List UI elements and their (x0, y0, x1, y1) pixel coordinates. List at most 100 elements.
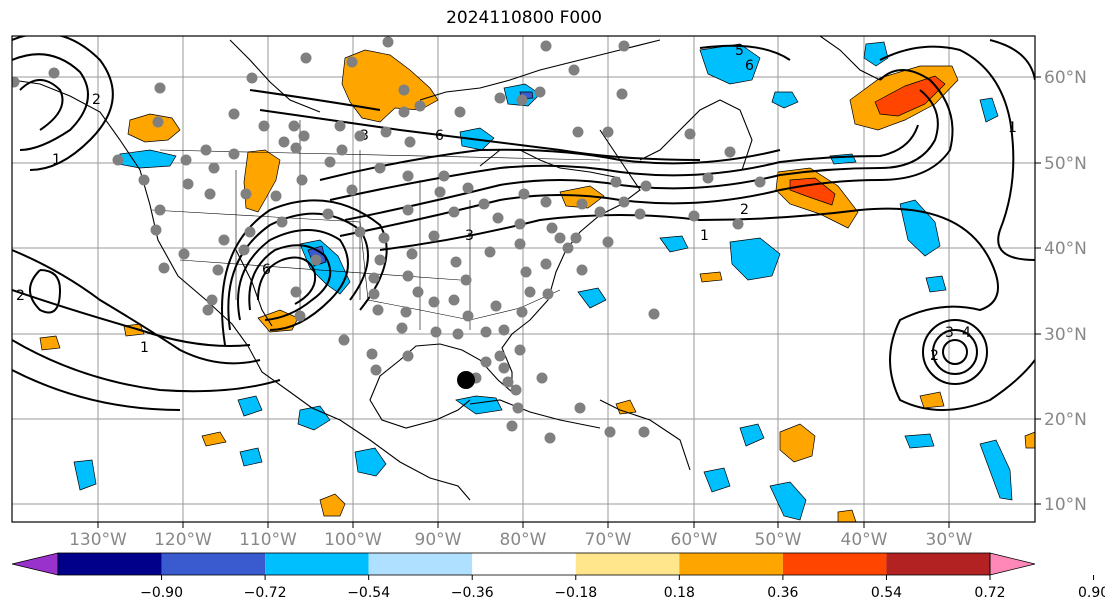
contour-label: 4 (962, 325, 971, 341)
station-dot (520, 266, 532, 278)
contour-label: 1 (52, 152, 61, 168)
station-dot (396, 322, 408, 334)
colorbar-segment (575, 553, 680, 575)
station-dot (498, 362, 510, 374)
station-dot (648, 308, 660, 320)
station-dot (372, 304, 384, 316)
station-dot (506, 420, 518, 432)
station-dot (290, 286, 302, 298)
colorbar-extend-low (11, 552, 59, 576)
station-dot (544, 432, 556, 444)
station-dot (574, 402, 586, 414)
station-dot (246, 72, 258, 84)
station-dot (138, 174, 150, 186)
latitude-label: 50°N (1044, 154, 1087, 174)
station-dot (374, 254, 386, 266)
contour-label: 3 (945, 325, 954, 341)
station-dots (12, 36, 766, 444)
station-dot (402, 270, 414, 282)
station-dot (182, 178, 194, 190)
station-dot (460, 274, 472, 286)
colorbar-segment (161, 553, 266, 575)
latitude-label: 20°N (1044, 410, 1087, 430)
station-dot (406, 248, 418, 260)
storm-center-marker (457, 371, 475, 389)
station-dot (368, 272, 380, 284)
station-dot (754, 176, 766, 188)
colorbar-tick-label: −0.90 (140, 585, 183, 601)
station-dot (480, 356, 492, 368)
station-dot (688, 210, 700, 222)
colorbar-tick-label: 0.54 (871, 585, 902, 601)
contour-label: 6 (745, 58, 754, 74)
station-dot (510, 384, 522, 396)
station-dot (270, 190, 282, 202)
station-dot (502, 376, 514, 388)
colorbar-tick-label: 0.18 (664, 585, 695, 601)
station-dot (514, 238, 526, 250)
longitude-label: 110°W (239, 530, 297, 550)
station-dot (568, 64, 580, 76)
station-dot (370, 364, 382, 376)
latitude-label: 60°N (1044, 68, 1087, 88)
longitude-label: 120°W (154, 530, 212, 550)
station-dot (536, 372, 548, 384)
station-dot (602, 236, 614, 248)
station-dot (154, 204, 166, 216)
contour-label: 3 (465, 228, 474, 244)
station-dot (634, 208, 646, 220)
contour-label: 1 (700, 228, 709, 244)
station-dot (454, 106, 466, 118)
station-dot (554, 232, 566, 244)
longitude-label: 30°W (926, 530, 973, 550)
colorbar-segment (368, 553, 473, 575)
station-dot (490, 300, 502, 312)
station-dot (204, 188, 216, 200)
station-dot (374, 162, 386, 174)
station-dot (434, 186, 446, 198)
station-dot (462, 310, 474, 322)
station-dot (448, 206, 460, 218)
station-dot (276, 216, 288, 228)
station-dot (208, 162, 220, 174)
station-dot (494, 92, 506, 104)
station-dot (514, 344, 526, 356)
longitude-label: 60°W (671, 530, 718, 550)
station-dot (448, 294, 460, 306)
station-dot (346, 56, 358, 68)
colorbar-frame (57, 552, 991, 576)
colorbar-segment (782, 553, 887, 575)
station-dot (618, 196, 630, 208)
colorbar: −0.90 −0.72 −0.54 −0.36 −0.18 0.18 0.36 0.54 0.7… (11, 552, 1105, 601)
contour-label: 2 (740, 202, 749, 218)
contour-label: 5 (735, 43, 744, 59)
station-dot (450, 256, 462, 268)
station-dot (594, 206, 606, 218)
station-dot (604, 426, 616, 438)
coastlines (12, 36, 881, 501)
station-dot (638, 426, 650, 438)
station-dot (354, 226, 366, 238)
station-dot (480, 326, 492, 338)
longitude-label: 40°W (841, 530, 888, 550)
station-dot (524, 286, 536, 298)
contour-label: 6 (435, 128, 444, 144)
station-dot (684, 128, 696, 140)
station-dot (414, 100, 426, 112)
station-dot (478, 198, 490, 210)
station-dot (724, 146, 736, 158)
contours (12, 36, 1035, 411)
station-dot (570, 232, 582, 244)
station-dot (296, 174, 308, 186)
station-dot (228, 148, 240, 160)
station-dot (428, 296, 440, 308)
contour-label: 2 (92, 92, 101, 108)
station-dot (346, 184, 358, 196)
station-dot (112, 154, 124, 166)
station-dot (498, 324, 510, 336)
station-dot (702, 172, 714, 184)
station-dot (732, 218, 744, 230)
station-dot (562, 242, 574, 254)
station-dot (382, 36, 394, 48)
